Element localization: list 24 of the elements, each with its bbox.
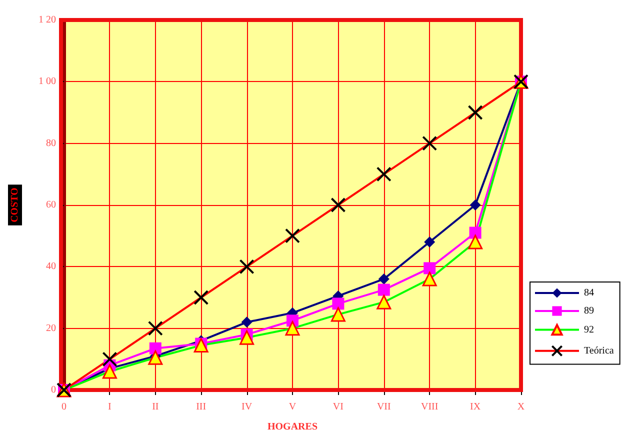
x-tick-label: IV — [242, 402, 253, 412]
x-tick-label: V — [288, 402, 297, 412]
y-tick-label: 1 20 — [38, 14, 56, 26]
y-tick-label: 1 00 — [38, 76, 56, 88]
legend-label: Teórica — [584, 345, 614, 356]
legend-label: 84 — [584, 288, 594, 298]
y-tick-label: 0 — [51, 384, 56, 396]
x-tick-label: 0 — [62, 402, 66, 412]
y-axis-title: COSTO — [10, 187, 20, 222]
x-tick-label: IX — [470, 402, 482, 412]
x-tick-label: I — [108, 402, 112, 412]
y-tick-label: 60 — [46, 200, 56, 210]
x-tick-label: II — [152, 402, 159, 412]
y-tick-label: 40 — [46, 261, 56, 272]
y-tick-label: 80 — [46, 138, 56, 149]
x-tick-label: VIII — [420, 402, 438, 412]
x-tick-label: III — [196, 402, 206, 412]
x-axis-title: HOGARES — [267, 422, 318, 432]
y-tick-label: 20 — [46, 322, 56, 334]
x-tick-label: X — [517, 402, 526, 412]
x-tick-label: VI — [332, 402, 344, 412]
x-tick-label: VII — [376, 402, 391, 412]
legend-label: 89 — [584, 306, 594, 316]
legend-label: 92 — [584, 324, 594, 336]
